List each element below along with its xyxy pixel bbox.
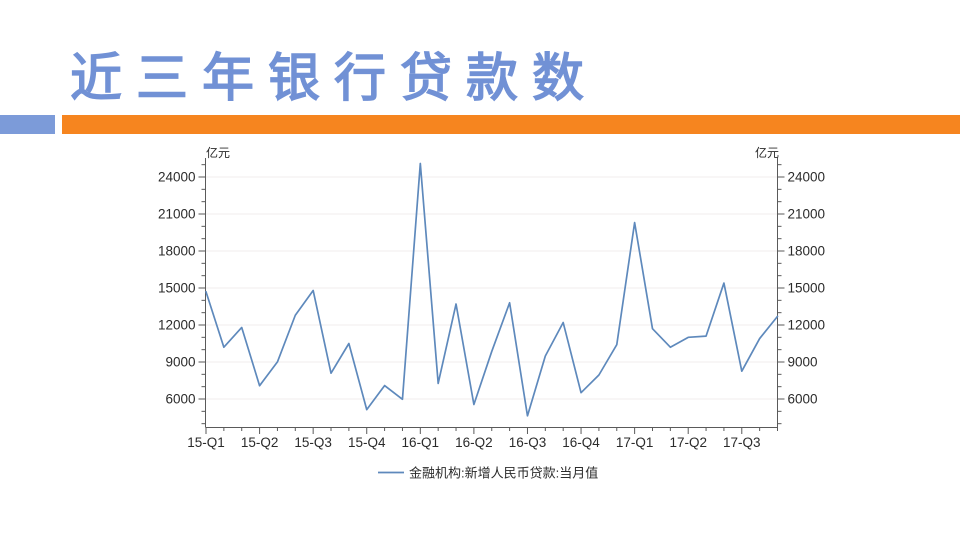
data-series bbox=[205, 162, 779, 417]
x-tick-label: 17-Q2 bbox=[669, 435, 707, 450]
axis-ticks bbox=[198, 164, 785, 434]
x-tick-label: 15-Q3 bbox=[294, 435, 332, 450]
x-tick-label: 17-Q3 bbox=[723, 435, 761, 450]
x-tick-label: 16-Q4 bbox=[562, 435, 600, 450]
x-tick-label: 15-Q2 bbox=[241, 435, 279, 450]
axis-tick-labels: 6000 6000 9000 9000 12000 12000 15000 15000 1800… bbox=[158, 170, 825, 451]
y-tick-label: 9000 bbox=[788, 355, 818, 370]
y-axis-unit-label-left: 亿元 bbox=[206, 145, 230, 160]
x-tick-label: 16-Q2 bbox=[455, 435, 493, 450]
y-tick-label: 15000 bbox=[158, 281, 196, 296]
x-tick-label: 15-Q1 bbox=[187, 435, 225, 450]
slide-title: 近三年银行贷款数 bbox=[70, 50, 599, 108]
y-tick-label: 18000 bbox=[788, 244, 826, 259]
y-tick-label: 12000 bbox=[158, 318, 196, 333]
y-tick-label: 21000 bbox=[158, 207, 196, 222]
y-tick-label: 21000 bbox=[788, 207, 826, 222]
axes bbox=[205, 158, 778, 428]
y-tick-label: 6000 bbox=[788, 392, 818, 407]
x-tick-label: 16-Q1 bbox=[402, 435, 440, 450]
loan-series-line bbox=[205, 162, 779, 417]
divider-accent-block bbox=[0, 115, 55, 134]
divider-accent-bar bbox=[62, 115, 960, 134]
x-tick-label: 17-Q1 bbox=[616, 435, 654, 450]
y-tick-label: 12000 bbox=[788, 318, 826, 333]
x-tick-label: 15-Q4 bbox=[348, 435, 386, 450]
y-tick-label: 15000 bbox=[788, 281, 826, 296]
y-tick-label: 24000 bbox=[788, 170, 826, 185]
y-tick-label: 6000 bbox=[165, 392, 195, 407]
y-axis-unit-label-right: 亿元 bbox=[755, 145, 779, 160]
y-tick-label: 18000 bbox=[158, 244, 196, 259]
x-tick-label: 16-Q3 bbox=[509, 435, 547, 450]
legend: 金融机构:新增人民币贷款:当月值 bbox=[378, 466, 598, 481]
gridlines bbox=[205, 176, 778, 400]
y-tick-label: 24000 bbox=[158, 170, 196, 185]
y-tick-label: 9000 bbox=[165, 355, 195, 370]
legend-label: 金融机构:新增人民币贷款:当月值 bbox=[409, 466, 598, 481]
